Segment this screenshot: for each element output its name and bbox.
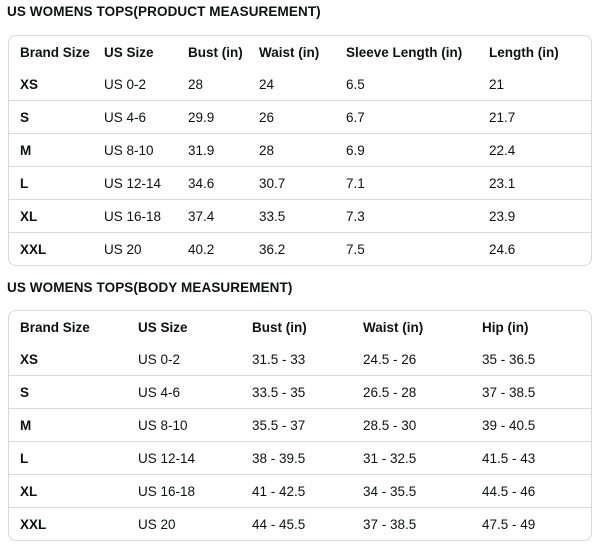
bust-cell: 38 - 39.5 (252, 441, 363, 475)
us-size-cell: US 20 (104, 232, 188, 265)
bust-cell: 31.9 (188, 133, 259, 167)
hip-cell: 47.5 - 49 (482, 507, 591, 540)
table-row: M US 8-10 35.5 - 37 28.5 - 30 39 - 40.5 (9, 408, 591, 442)
us-size-cell: US 12-14 (104, 166, 188, 200)
bust-cell: 33.5 - 35 (252, 375, 363, 409)
hip-cell: 39 - 40.5 (482, 408, 591, 442)
us-size-cell: US 4-6 (104, 100, 188, 134)
brand-size-cell: L (9, 441, 138, 475)
sleeve-length-cell: 6.9 (346, 133, 489, 167)
length-cell: 23.9 (489, 199, 591, 233)
brand-size-cell: S (9, 375, 138, 409)
table-row: L US 12-14 34.6 30.7 7.1 23.1 (9, 166, 591, 200)
table-header-row: Brand Size US Size Bust (in) Waist (in) … (9, 36, 591, 68)
waist-cell: 37 - 38.5 (363, 507, 482, 540)
brand-size-cell: M (9, 408, 138, 442)
column-header-us-size: US Size (104, 44, 154, 60)
hip-cell: 35 - 36.5 (482, 351, 536, 367)
waist-cell: 26 (259, 100, 346, 134)
column-header-brand-size: Brand Size (20, 319, 90, 335)
us-size-cell: US 16-18 (138, 474, 252, 508)
waist-cell: 36.2 (259, 232, 346, 265)
us-size-cell: US 0-2 (138, 351, 181, 367)
table-header-row: Brand Size US Size Bust (in) Waist (in) … (9, 311, 591, 343)
waist-cell: 30.7 (259, 166, 346, 200)
body-measurement-title: US WOMENS TOPS(BODY MEASUREMENT) (7, 280, 293, 295)
sleeve-length-cell: 6.5 (346, 76, 365, 92)
length-cell: 21 (489, 76, 505, 92)
us-size-cell: US 16-18 (104, 199, 188, 233)
brand-size-cell: XS (20, 351, 39, 367)
bust-cell: 44 - 45.5 (252, 507, 363, 540)
us-size-cell: US 20 (138, 507, 252, 540)
us-size-cell: US 8-10 (138, 408, 252, 442)
us-size-cell: US 0-2 (104, 76, 147, 92)
brand-size-cell: XXL (9, 232, 104, 265)
bust-cell: 35.5 - 37 (252, 408, 363, 442)
sleeve-length-cell: 7.5 (346, 232, 489, 265)
us-size-cell: US 8-10 (104, 133, 188, 167)
column-header-waist: Waist (in) (259, 44, 320, 60)
waist-cell: 26.5 - 28 (363, 375, 482, 409)
waist-cell: 28 (259, 133, 346, 167)
bust-cell: 37.4 (188, 199, 259, 233)
waist-cell: 24.5 - 26 (363, 351, 417, 367)
table-row: XS US 0-2 28 24 6.5 21 (9, 68, 591, 101)
table-row: S US 4-6 29.9 26 6.7 21.7 (9, 100, 591, 134)
bust-cell: 31.5 - 33 (252, 351, 306, 367)
bust-cell: 28 (188, 76, 204, 92)
waist-cell: 24 (259, 76, 275, 92)
waist-cell: 28.5 - 30 (363, 408, 482, 442)
length-cell: 23.1 (489, 166, 591, 200)
bust-cell: 29.9 (188, 100, 259, 134)
body-measurement-table: Brand Size US Size Bust (in) Waist (in) … (8, 310, 592, 541)
table-row: S US 4-6 33.5 - 35 26.5 - 28 37 - 38.5 (9, 375, 591, 409)
sleeve-length-cell: 7.1 (346, 166, 489, 200)
product-measurement-table: Brand Size US Size Bust (in) Waist (in) … (8, 35, 592, 266)
brand-size-cell: S (9, 100, 104, 134)
table-row: XL US 16-18 41 - 42.5 34 - 35.5 44.5 - 4… (9, 474, 591, 508)
column-header-bust: Bust (in) (188, 44, 243, 60)
brand-size-cell: XXL (9, 507, 138, 540)
brand-size-cell: L (9, 166, 104, 200)
column-header-us-size: US Size (138, 319, 188, 335)
column-header-brand-size: Brand Size (20, 44, 90, 60)
brand-size-cell: XL (9, 474, 138, 508)
product-measurement-title: US WOMENS TOPS(PRODUCT MEASUREMENT) (7, 4, 321, 19)
waist-cell: 34 - 35.5 (363, 474, 482, 508)
sleeve-length-cell: 6.7 (346, 100, 489, 134)
column-header-sleeve-length: Sleeve Length (in) (346, 44, 463, 60)
brand-size-cell: XL (9, 199, 104, 233)
table-row: XL US 16-18 37.4 33.5 7.3 23.9 (9, 199, 591, 233)
table-row: XXL US 20 40.2 36.2 7.5 24.6 (9, 232, 591, 265)
table-row: XXL US 20 44 - 45.5 37 - 38.5 47.5 - 49 (9, 507, 591, 540)
sleeve-length-cell: 7.3 (346, 199, 489, 233)
bust-cell: 40.2 (188, 232, 259, 265)
waist-cell: 33.5 (259, 199, 346, 233)
table-row: L US 12-14 38 - 39.5 31 - 32.5 41.5 - 43 (9, 441, 591, 475)
us-size-cell: US 12-14 (138, 441, 252, 475)
hip-cell: 41.5 - 43 (482, 441, 591, 475)
bust-cell: 34.6 (188, 166, 259, 200)
hip-cell: 37 - 38.5 (482, 375, 591, 409)
table-row: M US 8-10 31.9 28 6.9 22.4 (9, 133, 591, 167)
length-cell: 21.7 (489, 100, 591, 134)
column-header-length: Length (in) (489, 44, 559, 60)
length-cell: 22.4 (489, 133, 591, 167)
brand-size-cell: M (9, 133, 104, 167)
hip-cell: 44.5 - 46 (482, 474, 591, 508)
waist-cell: 31 - 32.5 (363, 441, 482, 475)
us-size-cell: US 4-6 (138, 375, 252, 409)
length-cell: 24.6 (489, 232, 591, 265)
brand-size-cell: XS (20, 76, 39, 92)
column-header-waist: Waist (in) (363, 319, 424, 335)
column-header-bust: Bust (in) (252, 319, 307, 335)
bust-cell: 41 - 42.5 (252, 474, 363, 508)
table-row: XS US 0-2 31.5 - 33 24.5 - 26 35 - 36.5 (9, 343, 591, 376)
column-header-hip: Hip (in) (482, 319, 529, 335)
